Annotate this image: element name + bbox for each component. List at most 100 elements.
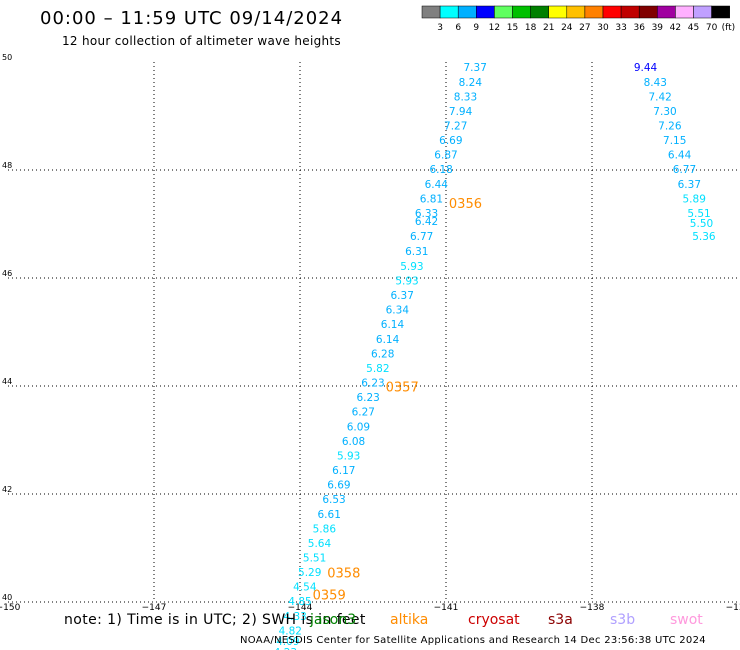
swh-point: 8.24 [459, 77, 483, 89]
color-scale-label: 6 [455, 23, 461, 33]
swh-point: 5.51 [687, 208, 710, 220]
swh-point: 6.69 [439, 135, 462, 147]
swh-point: 5.29 [298, 567, 321, 579]
x-tick-label: −141 [434, 603, 459, 613]
time-label: 0359 [313, 588, 346, 603]
swh-point: 4.82 [279, 625, 302, 637]
swh-point: 5.89 [683, 193, 706, 205]
swh-point: 6.53 [322, 494, 345, 506]
swh-point: 6.14 [376, 334, 400, 346]
swh-point: 6.23 [356, 392, 379, 404]
swh-point: 6.17 [332, 465, 355, 477]
y-tick-label: 50 [2, 53, 12, 62]
swh-point: 5.93 [337, 450, 360, 462]
time-label: 0358 [327, 567, 360, 582]
footer-credit: NOAA/NESDIS Center for Satellite Applica… [240, 635, 706, 646]
color-scale-label: 45 [688, 23, 699, 33]
swh-point: 6.87 [434, 150, 457, 162]
swh-point: 7.30 [653, 106, 676, 118]
swh-point: 5.86 [313, 523, 337, 535]
swh-point: 5.64 [308, 538, 332, 550]
swh-point: 6.33 [415, 208, 438, 220]
swh-point: 6.18 [429, 164, 452, 176]
swh-point: 6.23 [361, 378, 384, 390]
swh-point: 6.42 [415, 216, 438, 228]
swh-point: 6.77 [410, 231, 433, 243]
color-scale-label: 15 [507, 23, 518, 33]
swh-point: 8.43 [644, 77, 667, 89]
color-scale-label: 30 [597, 23, 609, 33]
footer-note: note: 1) Time is in UTC; 2) SWH is in fe… [64, 612, 366, 628]
chart-subtitle: 12 hour collection of altimeter wave hei… [62, 34, 341, 48]
time-label: 0357 [386, 380, 419, 395]
swh-point: 5.51 [303, 553, 326, 565]
swh-point: 6.77 [673, 164, 696, 176]
satellite-legend-item: jason3 [310, 612, 357, 628]
swh-point: 6.37 [391, 290, 414, 302]
y-tick-label: 40 [2, 593, 12, 602]
color-scale-label: 18 [525, 23, 537, 33]
x-tick-label: −138 [580, 603, 605, 613]
swh-point: 9.44 [634, 62, 658, 74]
swh-point: 4.33 [283, 611, 306, 623]
chart-title: 00:00 – 11:59 UTC 09/14/2024 [40, 8, 344, 29]
color-scale-label: 36 [633, 23, 645, 33]
swh-point: 5.36 [692, 231, 716, 243]
swh-point: 6.37 [678, 179, 701, 191]
color-scale-label: 39 [652, 23, 664, 33]
color-scale-label: 3 [437, 23, 443, 33]
color-scale-label: 70 [706, 23, 718, 33]
color-scale-label: 24 [561, 23, 573, 33]
x-tick-label: −135 [726, 603, 740, 613]
swh-point: 6.34 [386, 305, 410, 317]
swh-point: 6.08 [342, 436, 365, 448]
swh-point: 6.44 [668, 150, 692, 162]
color-scale-unit: (ft) [722, 23, 736, 33]
swh-point: 6.69 [327, 480, 350, 492]
swh-point: 4.23 [274, 647, 297, 650]
satellite-legend-item: s3a [548, 612, 573, 628]
color-scale-swatch [711, 5, 730, 19]
swh-point: 6.44 [425, 179, 449, 191]
satellite-legend-item: altika [390, 612, 429, 628]
swh-point: 4.54 [293, 582, 317, 594]
swh-point: 6.81 [420, 193, 443, 205]
x-tick-label: −150 [0, 603, 21, 613]
satellite-legend-item: s3b [610, 612, 636, 628]
swh-point: 6.61 [318, 509, 341, 521]
color-scale-legend: 3 6 9 12 15 18 21 24 27 30 33 36 39 42 45 70 (ft) [421, 5, 736, 33]
swh-point: 7.26 [658, 121, 682, 133]
color-scale-label: 42 [670, 23, 681, 33]
swh-point: 7.27 [444, 121, 467, 133]
color-scale-label: 27 [579, 23, 590, 33]
swh-point: 5.93 [400, 261, 423, 273]
swh-point: 6.09 [347, 421, 370, 433]
swh-point: 5.93 [395, 275, 418, 287]
swh-point: 4.85 [288, 596, 311, 608]
swh-point: 4.09 [276, 636, 299, 648]
color-scale-label: 12 [489, 23, 500, 33]
swh-point: 7.42 [648, 91, 671, 103]
swh-point: 7.94 [449, 106, 473, 118]
swh-point: 7.37 [464, 62, 487, 74]
x-tick-label: −147 [142, 603, 167, 613]
swh-point: 5.82 [366, 363, 389, 375]
swh-point: 6.31 [405, 246, 428, 258]
swh-point: 7.15 [663, 135, 686, 147]
time-label: 0356 [449, 197, 482, 212]
y-tick-label: 48 [2, 161, 12, 170]
color-scale-label: 33 [615, 23, 626, 33]
swh-point: 5.50 [690, 218, 713, 230]
swh-point: 6.27 [352, 407, 375, 419]
swh-point: 8.33 [454, 91, 477, 103]
swh-point: 6.28 [371, 348, 394, 360]
color-scale-label: 9 [473, 23, 479, 33]
y-tick-label: 44 [2, 377, 12, 386]
x-tick-label: −144 [288, 603, 313, 613]
color-scale-label: 21 [543, 23, 554, 33]
y-tick-label: 46 [2, 269, 12, 278]
swh-point: 6.14 [381, 319, 405, 331]
satellite-legend-item: swot [670, 612, 703, 628]
